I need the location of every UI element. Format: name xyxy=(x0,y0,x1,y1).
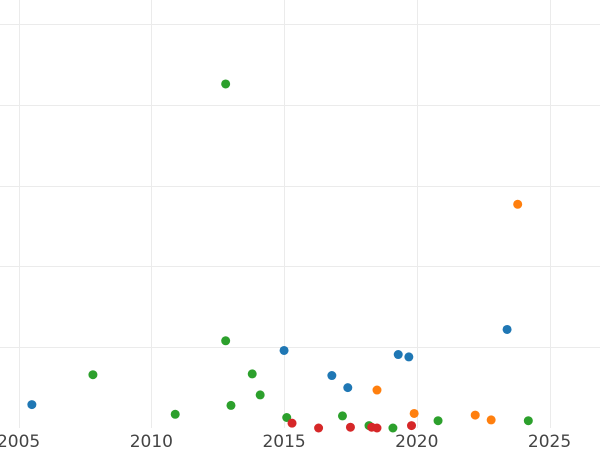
data-point xyxy=(388,423,398,433)
series-1 xyxy=(372,199,523,425)
data-point xyxy=(409,408,419,418)
data-point xyxy=(372,423,382,433)
data-point xyxy=(247,369,257,379)
data-point xyxy=(314,423,324,433)
data-points xyxy=(27,79,533,433)
data-point xyxy=(404,352,414,362)
data-point xyxy=(170,409,180,419)
data-point xyxy=(393,350,403,360)
data-point xyxy=(255,390,265,400)
x-axis-tick-labels: 2005 2010 2015 2020 2025 xyxy=(0,432,571,450)
x-tick-label: 2010 xyxy=(130,432,173,450)
data-point xyxy=(279,345,289,355)
data-point xyxy=(470,410,480,420)
series-3 xyxy=(287,418,417,433)
data-point xyxy=(282,413,292,423)
x-tick-label: 2025 xyxy=(528,432,571,450)
x-tick-label: 2020 xyxy=(395,432,438,450)
series-2 xyxy=(88,79,533,433)
data-point xyxy=(221,79,231,89)
data-point xyxy=(502,324,512,334)
data-point xyxy=(337,411,347,421)
data-point xyxy=(327,371,337,381)
data-point xyxy=(486,415,496,425)
data-point xyxy=(345,422,355,432)
data-point xyxy=(287,418,297,428)
data-point xyxy=(523,416,533,426)
data-point xyxy=(372,385,382,395)
series-0 xyxy=(27,324,512,410)
data-point xyxy=(433,416,443,426)
data-point xyxy=(221,336,231,346)
grid-lines xyxy=(0,0,600,428)
data-point xyxy=(513,199,523,209)
x-tick-label: 2015 xyxy=(262,432,305,450)
data-point xyxy=(407,421,417,431)
x-tick-label: 2005 xyxy=(0,432,40,450)
data-point xyxy=(27,400,37,410)
data-point xyxy=(226,400,236,410)
data-point xyxy=(88,370,98,380)
data-point xyxy=(343,383,353,393)
